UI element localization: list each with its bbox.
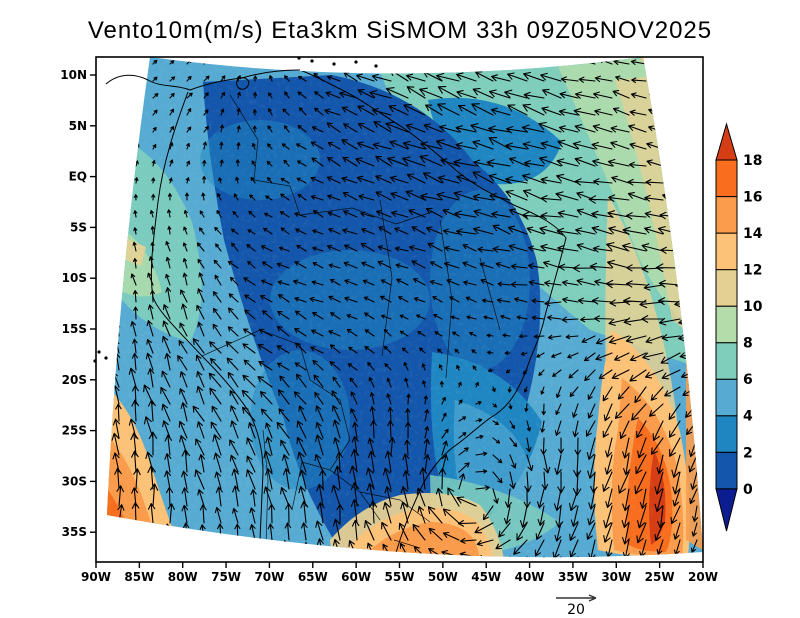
political-border <box>229 94 433 225</box>
colorbar-label: 18 <box>743 153 762 169</box>
colorbar-label: 10 <box>743 299 763 315</box>
y-tick-label: 15S <box>62 322 87 336</box>
colorbar-band-8-10 <box>715 305 738 344</box>
coastline-layer <box>93 56 378 363</box>
y-tick-label: 5N <box>69 119 87 133</box>
x-tick-label: 45W <box>471 570 501 584</box>
colorbar-label: 0 <box>743 482 753 498</box>
colorbar-low-cap <box>715 488 738 532</box>
colorbar-band-10-12 <box>715 269 738 307</box>
colorbar-label: 6 <box>743 372 753 388</box>
colorbar-band-12-14 <box>715 232 738 271</box>
wind-arrow-field <box>107 57 699 558</box>
island-mark <box>310 59 314 63</box>
colorbar-band-4-6 <box>715 378 738 417</box>
x-tick-label: 30W <box>601 570 631 584</box>
x-tick-label: 35W <box>558 570 588 584</box>
island-mark <box>104 356 108 360</box>
colorbar-label: 4 <box>743 409 753 425</box>
y-tick-label: 35S <box>62 525 87 539</box>
y-tick-label: 10S <box>62 271 87 285</box>
island-mark <box>374 64 378 68</box>
island-mark <box>332 62 336 66</box>
colorbar-band-0-2 <box>715 451 738 490</box>
political-border <box>201 329 381 521</box>
caribbean-coastline <box>236 77 250 90</box>
plot-title: Vento10m(m/s) Eta3km SiSMOM 33h 09Z05NOV… <box>88 17 712 44</box>
x-tick-label: 90W <box>81 570 111 584</box>
y-tick-label: 25S <box>62 424 87 438</box>
colorbar-high-cap <box>715 122 738 161</box>
colorbar-band-6-8 <box>715 342 738 380</box>
y-tick-label: 5S <box>70 220 87 234</box>
colorbar-band-16-18 <box>715 159 738 198</box>
x-tick-label: 25W <box>645 570 675 584</box>
political-border <box>262 429 269 546</box>
colorbar-band-2-4 <box>715 415 738 453</box>
coastline <box>299 69 567 558</box>
colorbar-label: 8 <box>743 336 753 352</box>
reference-arrow-icon <box>556 594 597 602</box>
reference-vector-label: 20 <box>567 602 585 618</box>
terrain-noise-texture <box>107 57 703 558</box>
y-tick-label: 20S <box>62 373 87 387</box>
x-tick-label: 80W <box>168 570 198 584</box>
colorbar: 0 2 4 6 8 10 12 14 16 18 <box>715 122 763 532</box>
y-tick-label: 10N <box>60 68 87 82</box>
y-tick-label: 30S <box>62 474 87 488</box>
x-tick-label: 85W <box>124 570 154 584</box>
coastline <box>150 91 264 558</box>
x-tick-label: 50W <box>428 570 458 584</box>
colorbar-label: 2 <box>743 445 753 461</box>
x-tick-label: 20W <box>688 570 718 584</box>
reference-vector: 20 <box>556 594 597 618</box>
caribbean-coastline <box>105 69 301 91</box>
x-axis: 90W 85W 80W 75W 70W 65W 60W 55W 50W 45W 40W 35W 30W 2… <box>81 562 718 584</box>
y-tick-label: EQ <box>69 170 87 184</box>
colorbar-label: 14 <box>743 226 763 242</box>
x-tick-label: 70W <box>254 570 284 584</box>
colorbar-band-14-16 <box>715 196 738 234</box>
colorbar-label: 12 <box>743 263 762 279</box>
x-tick-label: 40W <box>515 570 545 584</box>
x-tick-label: 60W <box>341 570 371 584</box>
colorbar-label: 16 <box>743 190 762 206</box>
x-tick-label: 55W <box>385 570 415 584</box>
x-tick-label: 75W <box>211 570 241 584</box>
island-mark <box>354 60 358 64</box>
island-mark <box>97 350 101 354</box>
y-axis: 10N 5N EQ 5S 10S 15S 20S 25S 30S 35S <box>60 68 96 539</box>
x-tick-label: 65W <box>298 570 328 584</box>
map-layer <box>107 57 703 558</box>
